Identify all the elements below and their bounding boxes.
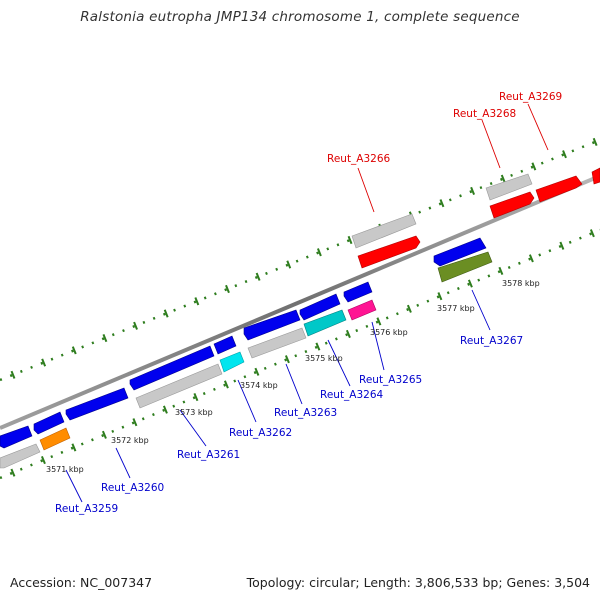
forward-strand-genes <box>351 167 600 269</box>
scale-label: 3572 kbp <box>111 436 149 445</box>
scale-label: 3571 kbp <box>46 465 84 474</box>
gene-blue-3259b[interactable] <box>33 411 65 435</box>
major-tick <box>71 443 77 452</box>
label-Reut_A3267[interactable]: Reut_A3267 <box>460 335 523 347</box>
major-tick <box>531 162 537 171</box>
gene-Reut_A3265[interactable] <box>343 281 377 321</box>
major-tick <box>470 186 476 196</box>
label-Reut_A3269[interactable]: Reut_A3269 <box>499 91 562 103</box>
gene-Reut_A3261[interactable] <box>129 345 223 409</box>
label-Reut_A3268[interactable]: Reut_A3268 <box>453 108 516 120</box>
major-tick <box>559 241 565 250</box>
gene-Reut_A3260[interactable] <box>65 387 129 421</box>
label-Reut_A3262[interactable]: Reut_A3262 <box>229 427 292 439</box>
major-tick <box>376 317 382 326</box>
major-tick <box>225 284 230 294</box>
major-tick <box>132 418 138 427</box>
major-tick <box>498 266 504 276</box>
major-tick <box>133 321 138 330</box>
major-tick <box>562 150 567 159</box>
major-tick <box>254 367 260 376</box>
gene-Reut_A3264[interactable] <box>299 293 347 337</box>
major-tick <box>102 333 108 343</box>
map-title: Ralstonia eutropha JMP134 chromosome 1, … <box>80 9 520 25</box>
major-tick <box>500 174 506 183</box>
major-tick <box>315 342 321 351</box>
label-Reut_A3260[interactable]: Reut_A3260 <box>101 482 164 494</box>
major-tick <box>286 260 292 269</box>
major-tick <box>345 329 351 339</box>
major-tick <box>223 380 229 389</box>
label-leaders <box>65 103 549 503</box>
major-ticks <box>10 137 598 477</box>
major-tick <box>101 430 107 439</box>
major-tick <box>40 455 46 465</box>
major-tick <box>193 392 199 402</box>
gene-blue-left-edge[interactable] <box>0 425 41 469</box>
scale-label: 3576 kbp <box>370 328 408 337</box>
scale-labels: 3571 kbp 3572 kbp 3573 kbp 3574 kbp 3575… <box>46 279 540 474</box>
inner-tick-track <box>0 228 600 480</box>
major-tick <box>467 279 473 288</box>
scale-label: 3578 kbp <box>502 279 540 288</box>
scale-label: 3573 kbp <box>175 408 213 417</box>
genome-summary-text: Topology: circular; Length: 3,806,533 bp… <box>246 575 590 590</box>
major-tick <box>316 248 322 257</box>
label-Reut_A3264[interactable]: Reut_A3264 <box>320 389 384 401</box>
scale-label: 3575 kbp <box>305 354 343 363</box>
accession-text: Accession: NC_007347 <box>10 575 153 590</box>
major-tick <box>439 199 445 208</box>
scale-label: 3574 kbp <box>240 381 278 390</box>
label-Reut_A3265[interactable]: Reut_A3265 <box>359 374 422 386</box>
gene-Reut_A3263[interactable] <box>243 309 307 359</box>
major-tick <box>528 254 534 263</box>
major-tick <box>163 309 169 318</box>
major-tick <box>347 235 353 245</box>
major-tick <box>194 297 200 306</box>
gene-Reut_A3268[interactable] <box>485 173 535 219</box>
scale-label: 3577 kbp <box>437 304 475 313</box>
gene-labels: Reut_A3266 Reut_A3268 Reut_A3269 Reut_A3… <box>55 91 562 515</box>
gene-Reut_A3262[interactable] <box>213 335 245 373</box>
major-tick <box>10 370 16 379</box>
major-tick <box>284 355 290 364</box>
major-tick <box>162 405 168 414</box>
major-tick <box>437 292 443 301</box>
label-Reut_A3266[interactable]: Reut_A3266 <box>327 153 391 165</box>
reverse-strand-genes <box>0 237 493 469</box>
label-Reut_A3259[interactable]: Reut_A3259 <box>55 503 118 515</box>
label-Reut_A3263[interactable]: Reut_A3263 <box>274 407 337 419</box>
gene-Reut_A3269[interactable] <box>535 167 600 203</box>
major-tick <box>255 272 261 281</box>
major-tick <box>41 358 47 367</box>
major-tick <box>10 468 16 477</box>
label-Reut_A3261[interactable]: Reut_A3261 <box>177 449 240 461</box>
major-tick <box>406 304 412 313</box>
major-tick <box>592 137 598 147</box>
major-tick <box>71 346 77 355</box>
chromosome-backbone <box>0 174 600 430</box>
major-tick <box>589 229 595 238</box>
gene-Reut_A3266[interactable] <box>351 213 421 269</box>
gene-Reut_A3267[interactable] <box>433 237 493 283</box>
gene-Reut_A3259[interactable] <box>39 427 71 451</box>
